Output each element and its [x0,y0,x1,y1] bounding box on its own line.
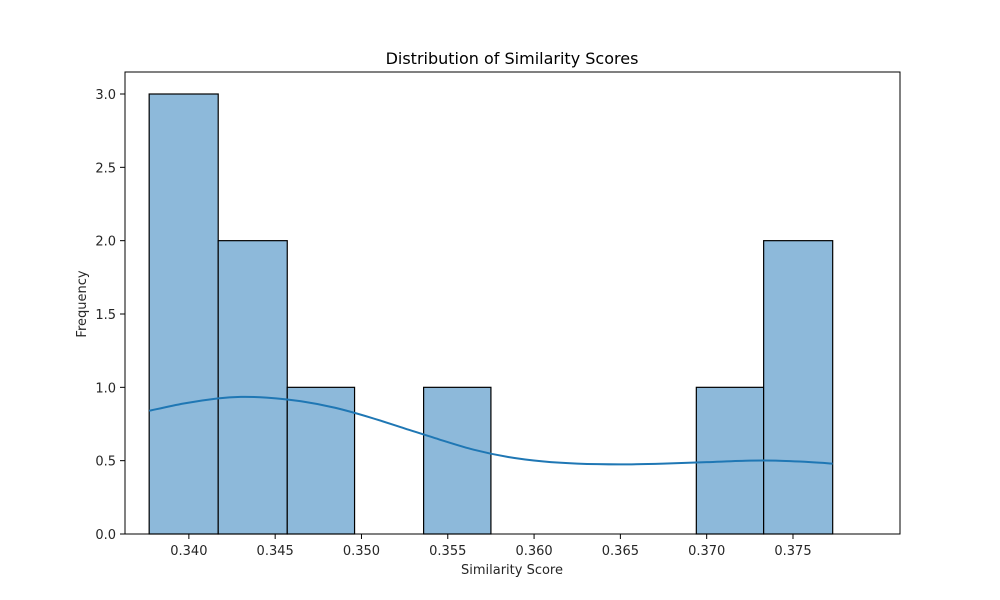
x-tick-label: 0.340 [170,544,207,559]
x-tick-label: 0.360 [515,544,552,559]
y-tick-label: 0.0 [95,528,116,543]
chart-title: Distribution of Similarity Scores [386,49,639,68]
kde-line [148,395,833,466]
y-tick-label: 3.0 [95,88,116,103]
axes-layer [124,71,901,535]
y-tick-label: 2.5 [95,161,116,176]
histogram-bar [763,240,834,535]
y-tick-label: 2.0 [95,235,116,250]
x-tick-label: 0.365 [602,544,639,559]
y-tick-label: 1.5 [95,308,116,323]
x-axis-title: Similarity Score [461,563,563,578]
ticks-layer: 0.340 0.345 0.350 0.355 0.360 0.365 0.370 0.375… [95,88,811,559]
y-tick-label: 1.0 [95,381,116,396]
x-tick-label: 0.355 [429,544,466,559]
x-tick-label: 0.370 [688,544,725,559]
kde-layer [148,395,833,466]
plot-frame [124,71,901,535]
x-tick-label: 0.375 [774,544,811,559]
x-tick-label: 0.345 [257,544,294,559]
histogram-bar [148,93,219,535]
y-axis-title: Frequency [75,270,90,337]
histogram-bar [423,386,492,535]
histogram-bar [217,240,288,535]
histogram-bar [286,386,356,535]
x-tick-label: 0.350 [343,544,380,559]
y-tick-label: 0.5 [95,455,116,470]
